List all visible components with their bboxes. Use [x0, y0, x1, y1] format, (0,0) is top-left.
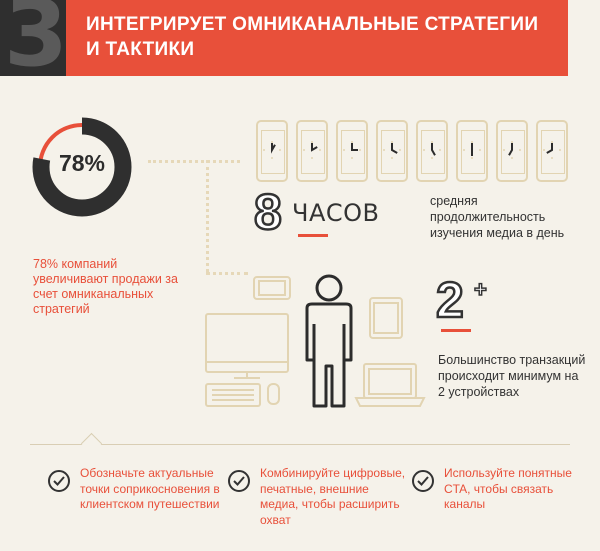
phone-clock-icon: [296, 120, 328, 182]
devices-plus: +: [473, 277, 487, 302]
section-number: 3: [4, 0, 66, 76]
phone-screen: [461, 130, 485, 174]
donut-percent-label: 78%: [58, 150, 106, 176]
clock-icon: [543, 141, 561, 159]
phone-clock-icon: [416, 120, 448, 182]
clock-icon: [463, 141, 481, 159]
phone-clock-icon: [376, 120, 408, 182]
accent-dash: [441, 329, 471, 332]
phone-screen: [501, 130, 525, 174]
header-banner: ИНТЕГРИРУЕТ ОМНИКАНАЛЬНЫЕ СТРАТЕГИИ И ТА…: [66, 0, 568, 76]
dotted-connector: [206, 160, 209, 272]
clock-icon: [263, 141, 281, 159]
person-icon: [305, 274, 353, 408]
stat-description: 78% компаний увеличивают продажи за счет…: [33, 257, 178, 316]
devices-number: 2: [435, 272, 465, 328]
laptop-icon: [354, 363, 426, 407]
phone-clock-icon: [256, 120, 288, 182]
clock-icon: [383, 141, 401, 159]
divider-pointer: [80, 432, 103, 455]
tip-text: Комбинируйте цифровые, печатные, внешние…: [260, 466, 406, 527]
dotted-connector: [206, 272, 248, 275]
phone-screen: [421, 130, 445, 174]
phone-screen: [301, 130, 325, 174]
devices-description: Большинство транзакций происходит миниму…: [438, 353, 586, 399]
check-circle-icon: [228, 470, 250, 492]
accent-dash: [298, 234, 328, 237]
phone-clock-icon: [496, 120, 528, 182]
phone-screen: [541, 130, 565, 174]
phone-clock-icon: [336, 120, 368, 182]
check-circle-icon: [48, 470, 70, 492]
page-title: ИНТЕГРИРУЕТ ОМНИКАНАЛЬНЫЕ СТРАТЕГИИ И ТА…: [86, 14, 539, 60]
devices-illustration: [205, 274, 426, 408]
check-circle-icon: [412, 470, 434, 492]
hours-description: средняя продолжительность изучения медиа…: [430, 194, 565, 240]
clock-icon: [303, 141, 321, 159]
section-number-box: 3: [0, 0, 66, 76]
tip-text: Используйте понятные CTA, чтобы связать …: [444, 466, 572, 511]
donut-value-arc: [32, 117, 132, 217]
phone-landscape-icon: [253, 276, 291, 300]
tablet-icon: [369, 297, 403, 339]
phone-clock-row: [256, 120, 578, 184]
desktop-computer-icon: [205, 313, 289, 407]
clock-icon: [423, 141, 441, 159]
clock-icon: [503, 141, 521, 159]
phone-clock-icon: [536, 120, 568, 182]
phone-screen: [381, 130, 405, 174]
divider: [30, 444, 570, 445]
phone-screen: [341, 130, 365, 174]
tip-text: Обозначьте актуальные точки соприкоснове…: [80, 466, 220, 511]
hours-number: 8: [253, 184, 283, 240]
dotted-connector: [148, 160, 240, 163]
phone-screen: [261, 130, 285, 174]
hours-unit: ЧАСОВ: [292, 199, 380, 227]
phone-clock-icon: [456, 120, 488, 182]
section-header: 3 ИНТЕГРИРУЕТ ОМНИКАНАЛЬНЫЕ СТРАТЕГИИ И …: [0, 0, 600, 76]
percent-donut-chart: [32, 117, 132, 217]
clock-icon: [343, 141, 361, 159]
